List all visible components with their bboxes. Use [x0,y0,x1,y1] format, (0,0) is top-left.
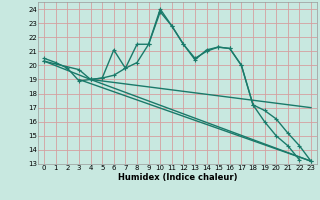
X-axis label: Humidex (Indice chaleur): Humidex (Indice chaleur) [118,173,237,182]
